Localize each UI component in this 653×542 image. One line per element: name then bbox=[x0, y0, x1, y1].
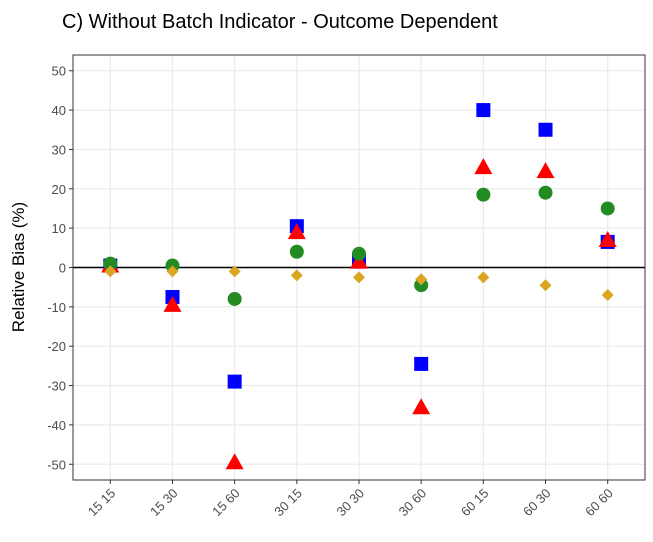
point bbox=[166, 265, 179, 278]
point bbox=[536, 162, 555, 179]
point bbox=[476, 103, 491, 118]
y-tick-label: 20 bbox=[52, 182, 66, 197]
point bbox=[538, 185, 553, 200]
point bbox=[538, 122, 553, 137]
point bbox=[287, 223, 306, 240]
point bbox=[477, 271, 490, 284]
point bbox=[227, 374, 242, 389]
y-tick-label: 0 bbox=[59, 261, 66, 276]
point bbox=[598, 230, 617, 247]
panel-border bbox=[72, 54, 646, 481]
point bbox=[228, 265, 241, 278]
y-tick-label: -40 bbox=[47, 418, 66, 433]
point bbox=[412, 398, 431, 415]
point bbox=[415, 273, 428, 286]
y-tick-label: -10 bbox=[47, 300, 66, 315]
y-tick-label: -20 bbox=[47, 339, 66, 354]
point bbox=[474, 158, 493, 175]
point bbox=[227, 291, 242, 306]
y-tick-label: -30 bbox=[47, 379, 66, 394]
point bbox=[353, 271, 365, 284]
y-tick-label: 40 bbox=[52, 103, 66, 118]
point bbox=[225, 453, 244, 470]
point bbox=[290, 269, 303, 282]
chart-title: C) Without Batch Indicator - Outcome Dep… bbox=[62, 11, 498, 33]
point bbox=[352, 246, 366, 261]
y-tick-label: 10 bbox=[52, 221, 66, 236]
point bbox=[163, 295, 182, 312]
y-tick-label: 30 bbox=[52, 142, 66, 157]
point bbox=[600, 201, 615, 216]
point bbox=[103, 256, 118, 271]
point bbox=[539, 279, 552, 292]
point bbox=[601, 289, 614, 302]
point bbox=[414, 356, 429, 371]
point bbox=[289, 244, 304, 259]
y-tick-label: 50 bbox=[52, 64, 66, 79]
point bbox=[104, 265, 117, 278]
point bbox=[476, 187, 491, 202]
y-tick-label: -50 bbox=[47, 457, 66, 472]
y-axis-label: Relative Bias (%) bbox=[9, 202, 28, 332]
